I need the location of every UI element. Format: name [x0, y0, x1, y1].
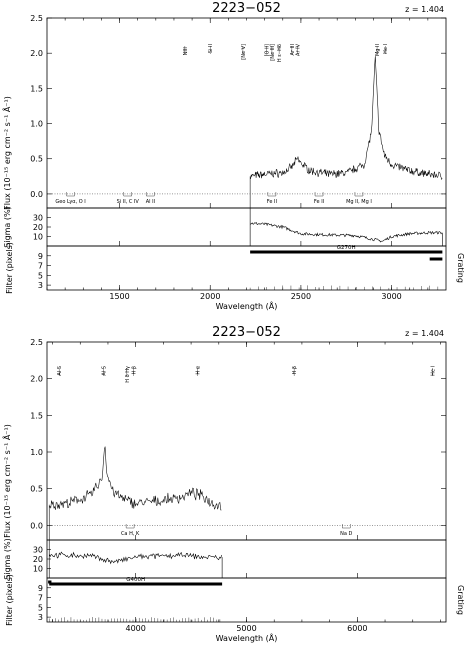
- panel-title: 2223−052: [212, 1, 281, 16]
- sigma-ytick-label: 30: [33, 214, 43, 223]
- absorption-line-marker: [342, 524, 351, 529]
- emission-line-label: [Ne V]: [241, 44, 247, 60]
- flux-ytick-label: 1.5: [30, 411, 43, 420]
- sigma-ytick-label: 30: [33, 546, 43, 555]
- absorption-line-label: Mg II, Mg I: [346, 199, 372, 205]
- absorption-line-label: Al II: [146, 199, 155, 205]
- absorption-line-marker: [146, 192, 155, 197]
- flux-ytick-label: 2.0: [30, 49, 43, 58]
- sigma-ytick-label: 20: [33, 555, 43, 564]
- filter-ytick-label: 5: [38, 271, 43, 280]
- sigma-ytick-label: 20: [33, 223, 43, 232]
- flux-ytick-label: 2.5: [30, 338, 43, 347]
- flux-ytick-label: 1.0: [30, 448, 43, 457]
- filter-ytick-label: 9: [38, 252, 43, 261]
- emission-line-label: H δ Hγ: [125, 366, 131, 383]
- xtick-label: 2000: [200, 292, 220, 301]
- filter-axis-label: Filter (pixels): [5, 242, 14, 294]
- emission-line-label: H ε Hδ: [277, 44, 283, 62]
- flux-series-line: [48, 446, 222, 511]
- filter-axis-label: Filter (pixels): [5, 574, 14, 626]
- absorption-line-marker: [354, 192, 364, 197]
- absorption-line-marker: [314, 192, 324, 197]
- filter-ytick-label: 7: [38, 262, 43, 271]
- filter-ytick-label: 3: [38, 613, 43, 622]
- emission-line-label: Si II: [208, 44, 214, 53]
- absorption-line-label: Geo Lyα, O I: [55, 199, 85, 205]
- panel-title: 2223−052: [212, 325, 281, 340]
- xtick-label: 6000: [347, 624, 367, 633]
- flux-ytick-label: 0.5: [30, 155, 43, 164]
- sigma-ytick-label: 10: [33, 565, 43, 574]
- grating-axis-label: Grating: [456, 253, 465, 283]
- grating-label: G400H: [126, 577, 145, 583]
- sigma-axis-label: Sigma (%): [3, 538, 12, 579]
- flux-ytick-label: 0.0: [30, 190, 43, 199]
- x-axis-label: Wavelength (Å): [216, 300, 278, 311]
- sigma-ytick-label: 10: [33, 233, 43, 242]
- grating-label: G270H: [337, 245, 356, 251]
- filter-ytick-label: 9: [38, 584, 43, 593]
- absorption-line-label: Si II, C IV: [117, 199, 140, 205]
- emission-line-label: H β: [292, 366, 298, 375]
- flux-ytick-label: 0.0: [30, 521, 43, 530]
- x-axis-label: Wavelength (Å): [216, 632, 278, 643]
- xtick-label: 2500: [291, 292, 311, 301]
- xtick-label: 1500: [109, 292, 129, 301]
- emission-line-label: H α: [196, 365, 202, 374]
- absorption-line-marker: [123, 192, 132, 197]
- emission-line-label: Mg II: [375, 44, 381, 56]
- grating-axis-label: Grating: [456, 585, 465, 615]
- emission-line-label: Al S: [102, 366, 108, 376]
- emission-line-label: Ar III: [290, 44, 296, 56]
- redshift-label: z = 1.404: [405, 329, 444, 338]
- emission-line-label: [O II]: [264, 44, 270, 56]
- sigma-series-line: [249, 222, 443, 243]
- absorption-line-marker: [125, 524, 135, 529]
- flux-ytick-label: 2.0: [30, 375, 43, 384]
- flux-ytick-label: 2.5: [30, 14, 43, 23]
- emission-line-label: H β: [131, 366, 137, 375]
- redshift-label: z = 1.404: [405, 5, 444, 14]
- filter-ytick-label: 3: [38, 281, 43, 290]
- xtick-label: 4000: [125, 624, 145, 633]
- emission-line-label: Ar IV: [295, 43, 301, 56]
- sigma-axis-label: Sigma (%): [3, 206, 12, 247]
- xtick-label: 3000: [381, 292, 401, 301]
- filter-ytick-label: 5: [38, 603, 43, 612]
- flux-ytick-label: 0.5: [30, 485, 43, 494]
- emission-line-label: Al S: [57, 366, 63, 376]
- emission-line-label: He I: [383, 44, 389, 54]
- absorption-line-marker: [267, 192, 277, 197]
- filter-ytick-label: 7: [38, 594, 43, 603]
- emission-line-label: NIII: [183, 44, 189, 55]
- flux-series-line: [249, 56, 443, 180]
- emission-line-label: [Ne III]: [270, 44, 276, 61]
- absorption-line-label: Na D: [340, 531, 352, 537]
- flux-ytick-label: 1.5: [30, 84, 43, 93]
- absorption-line-marker: [66, 192, 75, 197]
- absorption-line-label: Fe II: [267, 199, 277, 205]
- xtick-label: 5000: [236, 624, 256, 633]
- flux-axis-label: Flux (10⁻¹⁵ erg cm⁻² s⁻¹ Å⁻¹): [1, 96, 12, 210]
- absorption-line-label: Fe II: [314, 199, 324, 205]
- absorption-line-label: Ca H, K: [121, 531, 140, 537]
- sigma-panel-frame: [46, 207, 447, 247]
- sigma-series-line: [48, 551, 222, 565]
- emission-line-label: He I: [431, 366, 437, 376]
- flux-axis-label: Flux (10⁻¹⁵ erg cm⁻² s⁻¹ Å⁻¹): [1, 424, 12, 538]
- flux-ytick-label: 1.0: [30, 120, 43, 129]
